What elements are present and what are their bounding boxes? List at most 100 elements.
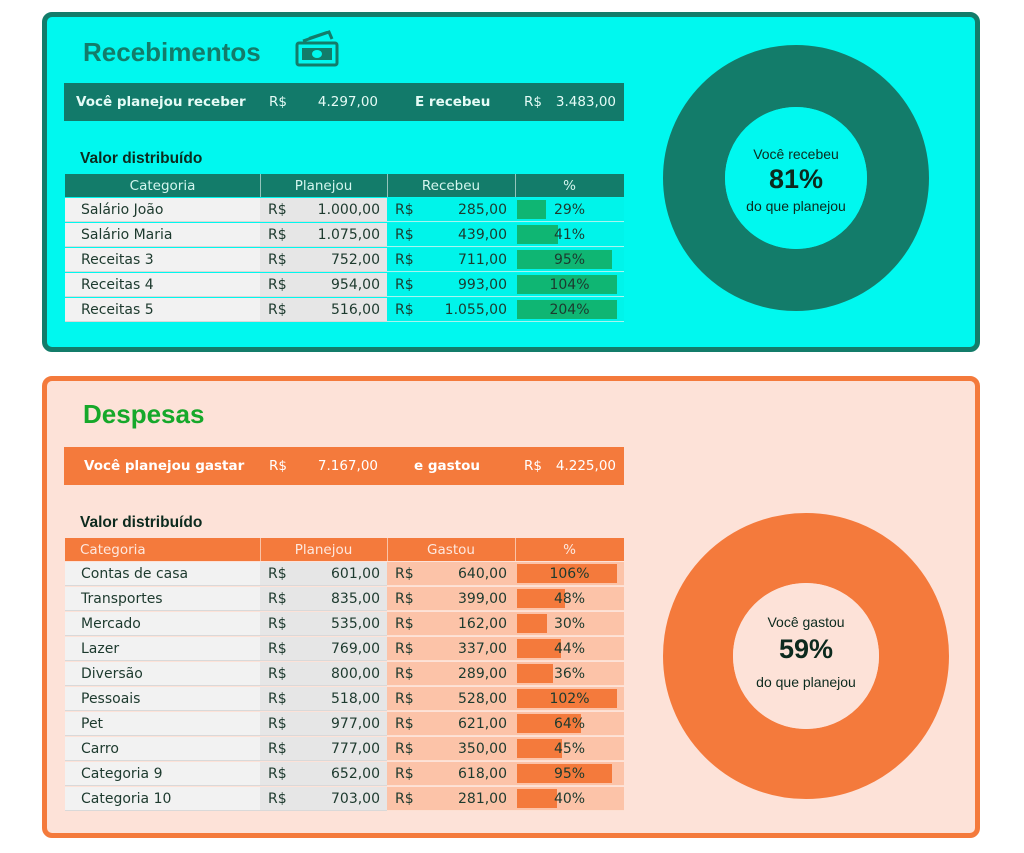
actual-cell: R$ 993,00 (387, 273, 515, 297)
planned-cell: R$ 703,00 (260, 787, 387, 811)
table-row: Categoria 10 R$ 703,00 R$ 281,00 40% (65, 787, 624, 812)
table-row: Receitas 5 R$ 516,00 R$ 1.055,00 204% (65, 298, 624, 323)
category-name: Transportes (81, 591, 163, 607)
receipts-panel: Recebimentos Você planejou receber R$ 4.… (42, 12, 980, 352)
actual-value: 528,00 (458, 691, 507, 707)
currency-label: R$ (268, 277, 287, 293)
planned-value: 1.075,00 (317, 227, 380, 243)
actual-cell: R$ 399,00 (387, 587, 515, 611)
category-cell: Mercado (65, 612, 260, 636)
category-cell: Receitas 4 (65, 273, 260, 297)
category-name: Categoria 9 (81, 766, 163, 782)
header-categoria: Categoria (80, 542, 146, 558)
currency-label: R$ (268, 791, 287, 807)
percent-value: 64% (553, 716, 586, 732)
actual-value: 285,00 (458, 202, 507, 218)
percent-cell: 106% (515, 562, 624, 586)
header-planejou: Planejou (294, 542, 353, 558)
planned-cell: R$ 1.000,00 (260, 198, 387, 222)
currency-label: R$ (268, 302, 287, 318)
donut-percent: 59% (778, 634, 834, 664)
currency-label: R$ (395, 227, 414, 243)
percent-cell: 41% (515, 223, 624, 247)
actual-cell: R$ 350,00 (387, 737, 515, 761)
actual-value: 399,00 (458, 591, 507, 607)
planned-spend-value: 7.167,00 (317, 458, 378, 474)
currency-label: R$ (268, 741, 287, 757)
actual-cell: R$ 1.055,00 (387, 298, 515, 322)
expenses-table: Categoria Planejou Gastou % Contas de ca… (65, 538, 624, 814)
planned-cell: R$ 954,00 (260, 273, 387, 297)
planned-value: 535,00 (331, 616, 380, 632)
actual-cell: R$ 439,00 (387, 223, 515, 247)
category-cell: Pessoais (65, 687, 260, 711)
receipts-title: Recebimentos (83, 37, 261, 67)
table-row: Pet R$ 977,00 R$ 621,00 64% (65, 712, 624, 737)
receipts-subheading: Valor distribuído (80, 150, 203, 167)
planned-currency: R$ (269, 94, 287, 110)
currency-label: R$ (268, 252, 287, 268)
planned-cell: R$ 777,00 (260, 737, 387, 761)
percent-value: 30% (553, 616, 586, 632)
currency-label: R$ (268, 641, 287, 657)
actual-value: 281,00 (458, 791, 507, 807)
percent-bar (517, 614, 547, 633)
percent-cell: 104% (515, 273, 624, 297)
category-cell: Salário João (65, 198, 260, 222)
actual-value: 439,00 (458, 227, 507, 243)
currency-label: R$ (395, 616, 414, 632)
percent-bar (517, 564, 617, 583)
category-name: Contas de casa (81, 566, 189, 582)
planned-value: 516,00 (331, 302, 380, 318)
planned-value: 601,00 (331, 566, 380, 582)
expenses-subheading: Valor distribuído (80, 514, 203, 531)
currency-label: R$ (268, 691, 287, 707)
percent-value: 41% (553, 227, 586, 243)
category-name: Receitas 5 (81, 302, 154, 318)
planned-value: 835,00 (331, 591, 380, 607)
planned-cell: R$ 1.075,00 (260, 223, 387, 247)
currency-label: R$ (268, 227, 287, 243)
actual-value: 711,00 (458, 252, 507, 268)
actual-cell: R$ 711,00 (387, 248, 515, 272)
actual-value: 350,00 (458, 741, 507, 757)
planned-cell: R$ 652,00 (260, 762, 387, 786)
percent-value: 44% (553, 641, 586, 657)
category-name: Pessoais (81, 691, 141, 707)
currency-label: R$ (395, 666, 414, 682)
category-cell: Categoria 9 (65, 762, 260, 786)
planned-spend-label: Você planejou gastar (84, 458, 245, 474)
percent-value: 204% (549, 302, 590, 318)
percent-cell: 102% (515, 687, 624, 711)
actual-cell: R$ 640,00 (387, 562, 515, 586)
planned-cell: R$ 800,00 (260, 662, 387, 686)
receipts-donut-ring (663, 45, 929, 311)
category-cell: Salário Maria (65, 223, 260, 247)
expenses-summary-bar: Você planejou gastar R$ 7.167,00 e gasto… (64, 447, 624, 485)
category-cell: Carro (65, 737, 260, 761)
header-percent: % (563, 542, 576, 558)
receipts-summary-bar: Você planejou receber R$ 4.297,00 E rece… (64, 83, 624, 121)
donut-top-text: Você gastou (767, 614, 845, 630)
received-currency: R$ (524, 94, 542, 110)
currency-label: R$ (395, 252, 414, 268)
currency-label: R$ (395, 716, 414, 732)
category-cell: Transportes (65, 587, 260, 611)
table-row: Receitas 3 R$ 752,00 R$ 711,00 95% (65, 248, 624, 273)
percent-value: 48% (553, 591, 586, 607)
percent-cell: 45% (515, 737, 624, 761)
table-header: Categoria Planejou Gastou % (65, 538, 624, 561)
percent-value: 102% (549, 691, 590, 707)
percent-cell: 36% (515, 662, 624, 686)
header-categoria: Categoria (129, 178, 196, 194)
header-gastou: Gastou (427, 542, 475, 558)
actual-cell: R$ 621,00 (387, 712, 515, 736)
category-name: Lazer (81, 641, 120, 657)
table-row: Contas de casa R$ 601,00 R$ 640,00 106% (65, 562, 624, 587)
percent-value: 45% (553, 741, 586, 757)
percent-bar (517, 639, 561, 658)
table-row: Salário Maria R$ 1.075,00 R$ 439,00 41% (65, 223, 624, 248)
percent-value: 95% (553, 766, 586, 782)
percent-value: 95% (553, 252, 586, 268)
currency-label: R$ (268, 666, 287, 682)
